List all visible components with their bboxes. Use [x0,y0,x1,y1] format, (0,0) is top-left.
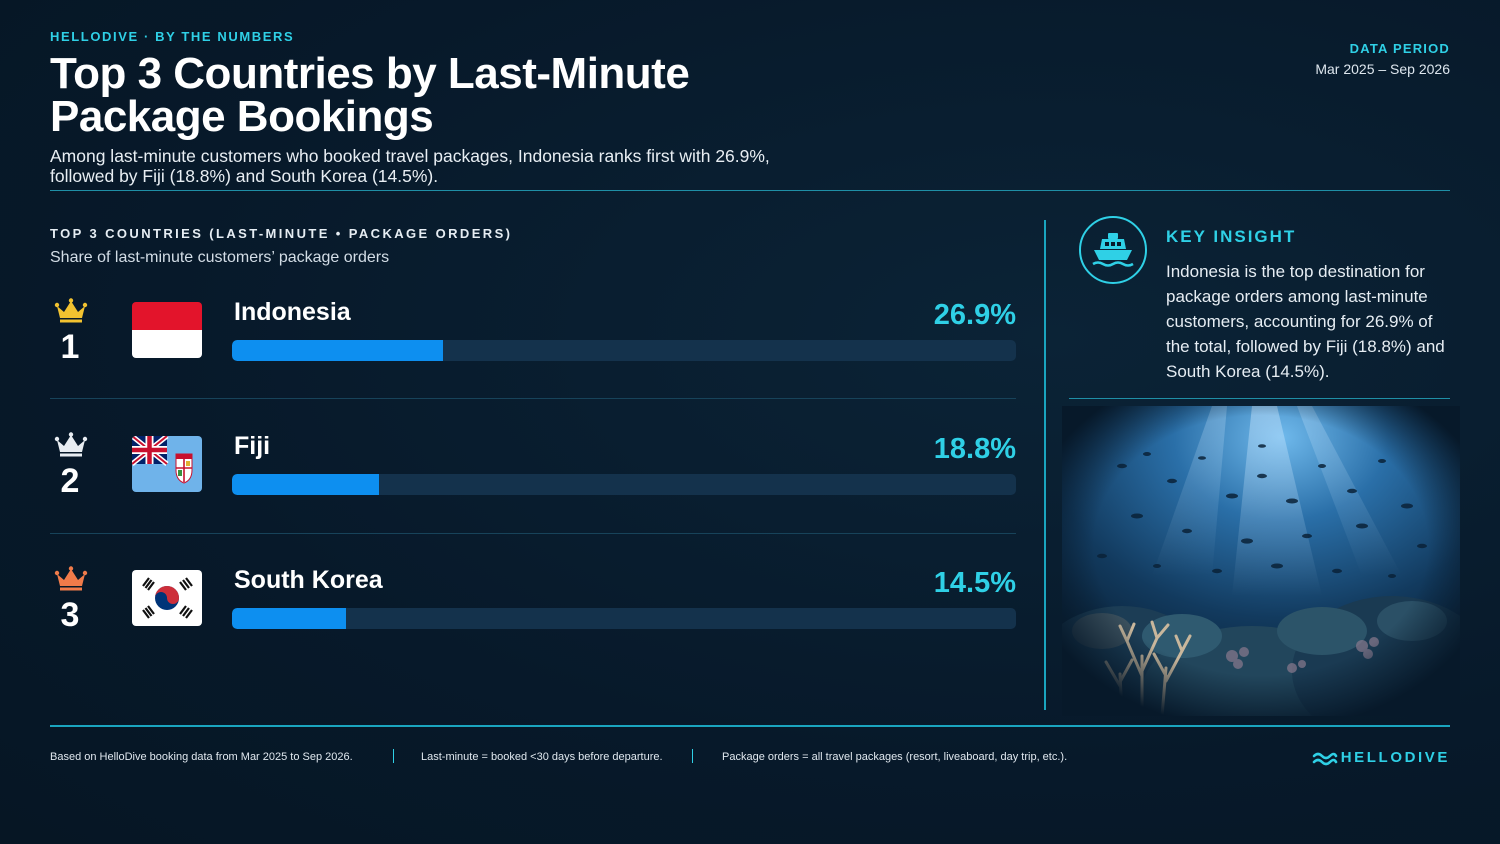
bar [232,608,346,629]
ranking-row: 3 South Korea 14.5% [50,566,1016,666]
ranking-row: 1 Indonesia 26.9% [50,298,1016,398]
value-label: 18.8% [933,433,1016,465]
bar-track [232,340,1016,361]
value-label: 14.5% [933,567,1016,599]
footnote-source: Based on HelloDive booking data from Mar… [50,751,353,763]
rank-number: 3 [60,596,80,634]
row-divider [50,398,1016,399]
south-korea-flag-icon [132,570,202,626]
bar-track [232,608,1016,629]
fiji-flag-icon [132,436,202,492]
ranking-row: 2 Fiji 18.8% [50,432,1016,532]
data-period-value: Mar 2025 – Sep 2026 [1315,61,1450,77]
insight-divider [1069,398,1450,399]
crown-icon [54,432,88,458]
bar [232,474,380,495]
footer-divider [50,725,1450,727]
page-subtitle: Among last-minute customers who booked t… [50,146,770,186]
country-label: Indonesia [234,298,351,326]
footnote-definition-last-minute: Last-minute = booked <30 days before dep… [421,751,663,763]
footnote-definition-package: Package orders = all travel packages (re… [722,751,1068,763]
bar-track [232,474,1016,495]
ship-icon [1079,216,1147,284]
indonesia-flag-icon [132,302,202,358]
chart-subtitle: Share of last-minute customers’ package … [50,249,390,266]
footnote-separator [692,749,693,763]
country-label: South Korea [234,566,383,594]
country-label: Fiji [234,432,271,460]
eyebrow: HELLODIVE · BY THE NUMBERS [50,29,295,44]
header-divider [50,190,1450,191]
crown-icon [54,566,88,592]
wave-logo-icon [1312,750,1338,766]
value-label: 26.9% [933,299,1016,331]
footnote-separator [393,749,394,763]
rank-number: 2 [60,462,80,500]
page-title: Top 3 Countries by Last-Minute Package B… [50,49,690,141]
data-period-label: DATA PERIOD [1349,41,1450,56]
key-insight-text: Indonesia is the top destination for pac… [1166,262,1445,381]
brand-wordmark: HELLODIVE [1340,749,1450,766]
vertical-divider [1044,220,1046,710]
row-divider [50,533,1016,534]
underwater-reef-photo [1062,406,1460,716]
crown-icon [54,298,88,324]
bar [232,340,443,361]
key-insight-label: KEY INSIGHT [1166,227,1297,246]
rank-number: 1 [60,328,80,366]
chart-title: TOP 3 COUNTRIES (LAST-MINUTE • PACKAGE O… [50,226,513,241]
